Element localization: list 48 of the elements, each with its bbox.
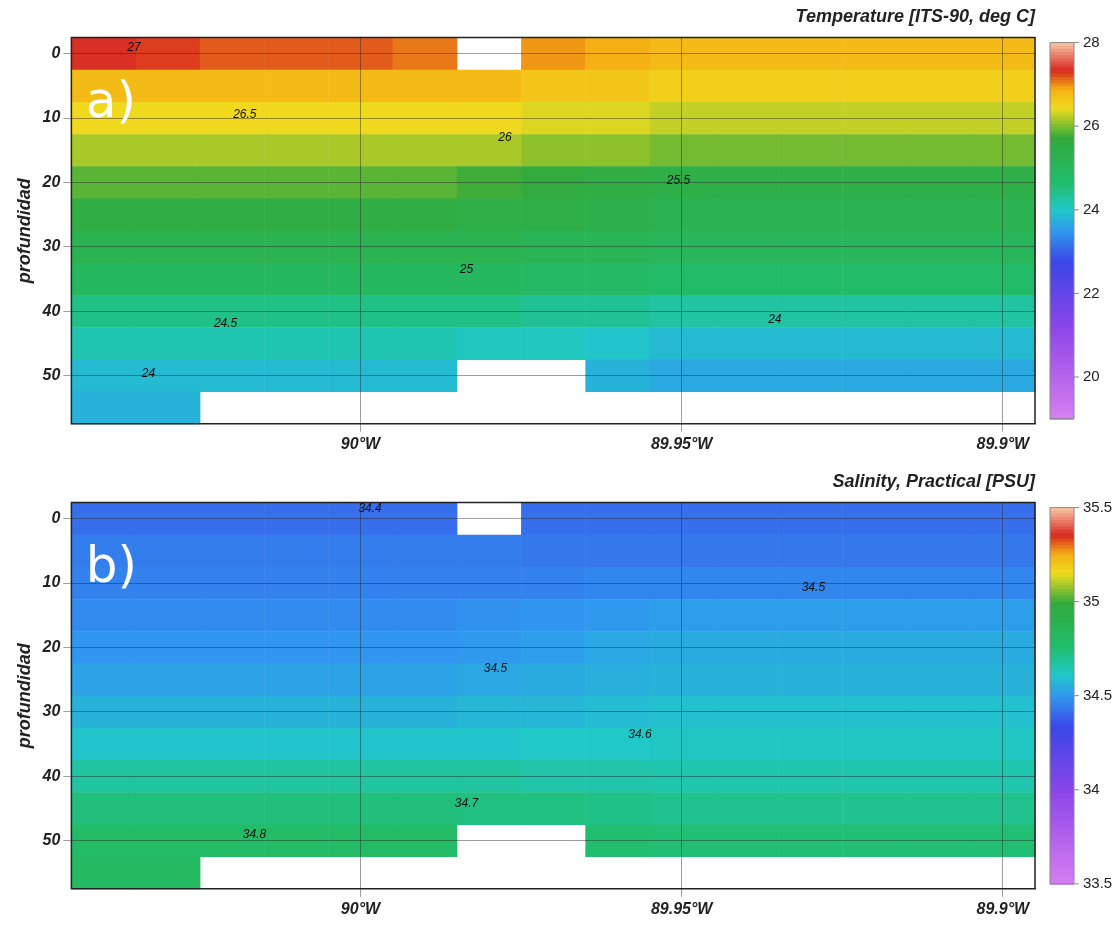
x-tick-label: 89.9°W bbox=[976, 434, 1032, 452]
y-tick-label: 30 bbox=[42, 702, 61, 720]
y-tick-label: 30 bbox=[42, 237, 61, 255]
annotation: 26 bbox=[497, 130, 513, 145]
annotation: 34.8 bbox=[242, 827, 267, 842]
y-tick-label: 20 bbox=[41, 637, 61, 655]
y-tick-label: 40 bbox=[41, 766, 61, 784]
y-tick-label: 50 bbox=[42, 830, 61, 848]
annotation: b) bbox=[85, 536, 138, 595]
annotation: 24 bbox=[767, 311, 782, 326]
annotation: 34.5 bbox=[483, 661, 508, 676]
annotation: 25 bbox=[458, 261, 474, 276]
annotation: 34.7 bbox=[454, 796, 480, 811]
chart-title: Temperature [ITS-90, deg C] bbox=[795, 5, 1036, 26]
y-tick-label: 50 bbox=[42, 365, 61, 383]
color-bar-label: 35 bbox=[1083, 591, 1100, 609]
annotation: 26.5 bbox=[232, 107, 257, 122]
color-bar-label: 35.5 bbox=[1083, 497, 1113, 515]
color-bar-label: 34.5 bbox=[1083, 685, 1113, 703]
y-tick-label: 10 bbox=[42, 573, 61, 591]
annotation: 25.5 bbox=[665, 172, 691, 187]
x-tick-label: 89.95°W bbox=[650, 434, 715, 452]
color-bar-label: 20 bbox=[1083, 367, 1100, 385]
chart-title: Salinity, Practical [PSU] bbox=[832, 470, 1036, 491]
x-tick-label: 89.95°W bbox=[650, 899, 715, 917]
y-tick-label: 10 bbox=[42, 108, 61, 126]
annotation: 34.4 bbox=[358, 500, 383, 515]
annotation: 24.5 bbox=[212, 315, 238, 330]
annotation: 24 bbox=[140, 365, 156, 380]
color-bar-label: 28 bbox=[1083, 32, 1100, 50]
y-axis-title: profundidad bbox=[13, 642, 34, 750]
y-axis-title: profundidad bbox=[13, 177, 34, 285]
color-bar-label: 33.5 bbox=[1083, 873, 1113, 891]
annotation: 34.6 bbox=[628, 726, 652, 741]
color-bar-label: 34 bbox=[1083, 779, 1100, 797]
x-tick-label: 89.9°W bbox=[976, 899, 1032, 917]
color-bar-label: 24 bbox=[1083, 199, 1100, 217]
annotation: 34.5 bbox=[801, 579, 826, 594]
color-bar-label: 22 bbox=[1083, 283, 1100, 301]
annotation: a) bbox=[85, 71, 137, 130]
y-tick-label: 20 bbox=[41, 172, 61, 190]
y-tick-label: 40 bbox=[41, 301, 61, 319]
y-tick-label: 0 bbox=[51, 44, 61, 62]
x-tick-label: 90°W bbox=[340, 434, 383, 452]
x-tick-label: 90°W bbox=[340, 899, 383, 917]
y-tick-label: 0 bbox=[51, 509, 61, 527]
color-bar-label: 26 bbox=[1083, 116, 1100, 134]
annotation: 27 bbox=[126, 39, 143, 54]
